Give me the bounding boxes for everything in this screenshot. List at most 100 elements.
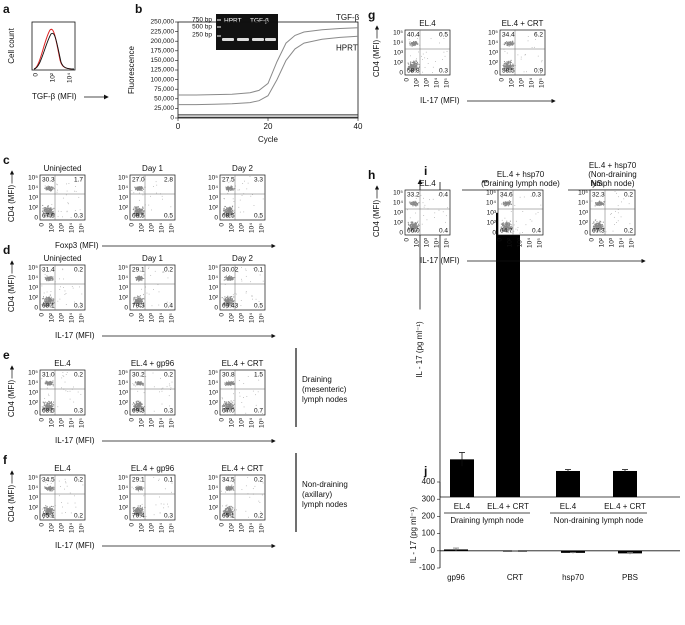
y-tick-label: 100,000	[151, 76, 175, 83]
event-dot	[502, 225, 504, 227]
event-dot	[48, 401, 50, 403]
x-tick-label: 10⁴	[434, 238, 441, 248]
event-dot	[48, 514, 50, 516]
event-dot	[139, 176, 140, 178]
event-dot	[408, 38, 410, 40]
event-dot	[140, 477, 142, 479]
event-dot	[141, 511, 143, 513]
event-dot	[53, 486, 55, 488]
x-tick-label: 10²	[50, 72, 57, 82]
event-dot	[139, 305, 141, 307]
event-dot	[169, 405, 171, 407]
event-dot	[139, 477, 141, 479]
event-dot	[138, 297, 140, 299]
event-dot	[49, 490, 51, 492]
event-dot	[416, 61, 418, 63]
x-tick-label: 10³	[239, 222, 246, 232]
event-dot	[230, 214, 232, 216]
event-dot	[406, 69, 408, 71]
event-dot	[407, 223, 409, 225]
event-dot	[47, 489, 49, 491]
event-dot	[141, 508, 143, 510]
event-dot	[414, 202, 416, 204]
quadrant-value: 34.4	[502, 32, 515, 39]
x-tick-label: 10²	[509, 77, 516, 87]
event-dot	[430, 38, 432, 40]
event-dot	[511, 41, 513, 43]
event-dot	[229, 487, 231, 489]
event-dot	[230, 187, 232, 189]
event-dot	[510, 65, 512, 67]
event-dot	[137, 301, 139, 303]
event-dot	[52, 278, 54, 280]
event-dot	[410, 224, 412, 226]
event-dot	[58, 480, 60, 482]
event-dot	[158, 478, 160, 480]
event-dot	[229, 303, 231, 305]
event-dot	[135, 381, 137, 383]
event-dot	[261, 512, 262, 514]
event-dot	[53, 514, 55, 516]
event-dot	[233, 201, 235, 202]
event-dot	[503, 64, 505, 66]
event-dot	[432, 198, 434, 200]
event-dot	[67, 502, 69, 504]
event-dot	[137, 403, 139, 405]
event-dot	[229, 409, 231, 411]
event-dot	[224, 404, 226, 406]
event-dot	[508, 225, 510, 227]
y-tick-label: 0	[124, 515, 128, 522]
event-dot	[47, 510, 49, 512]
event-dot	[512, 63, 514, 65]
event-dot	[224, 276, 226, 278]
event-dot	[230, 189, 232, 191]
event-dot	[255, 394, 256, 396]
event-dot	[223, 207, 225, 209]
event-dot	[229, 214, 231, 216]
event-dot	[409, 65, 411, 67]
event-dot	[508, 43, 510, 44]
event-dot	[410, 226, 412, 228]
event-dot	[170, 477, 172, 479]
event-dot	[134, 382, 136, 384]
event-dot	[504, 70, 506, 72]
event-dot	[231, 381, 233, 383]
event-dot	[136, 276, 138, 278]
event-dot	[51, 204, 53, 205]
event-dot	[69, 492, 71, 494]
event-dot	[506, 231, 508, 233]
event-dot	[259, 502, 261, 503]
event-dot	[77, 391, 79, 393]
event-dot	[233, 481, 235, 483]
x-tick-label: 10⁵	[259, 223, 266, 233]
event-dot	[227, 301, 229, 303]
event-dot	[48, 189, 50, 191]
event-dot	[250, 195, 252, 197]
event-dot	[228, 277, 230, 279]
event-dot	[70, 217, 72, 218]
event-dot	[135, 298, 137, 300]
x-tick-label: 0	[129, 418, 136, 422]
event-dot	[411, 70, 413, 72]
event-dot	[49, 211, 51, 213]
event-dot	[52, 188, 54, 190]
event-dot	[82, 484, 84, 486]
event-dot	[53, 509, 55, 511]
event-dot	[232, 278, 234, 280]
event-dot	[502, 224, 504, 226]
x-tick-label: 0	[33, 73, 40, 77]
event-dot	[414, 64, 416, 66]
event-dot	[507, 71, 509, 73]
event-dot	[228, 188, 230, 190]
event-dot	[227, 407, 229, 409]
event-dot	[134, 296, 136, 298]
event-dot	[415, 222, 417, 224]
event-dot	[51, 487, 53, 489]
y-tick-label: 10⁴	[28, 380, 38, 387]
event-dot	[53, 298, 55, 300]
event-dot	[410, 55, 411, 57]
x-tick-label: PBS	[622, 573, 638, 582]
quadrant-value: 27.5	[222, 177, 235, 184]
event-dot	[231, 408, 233, 410]
event-dot	[228, 406, 230, 408]
